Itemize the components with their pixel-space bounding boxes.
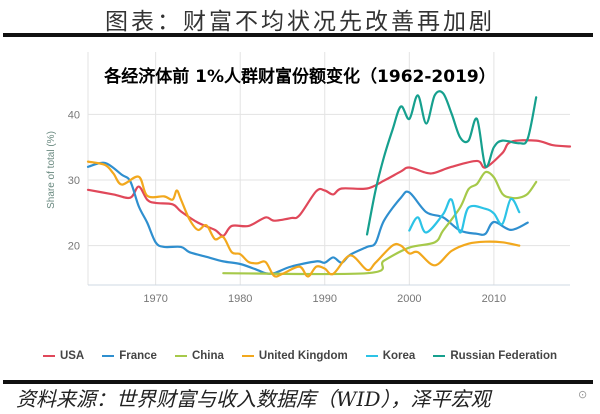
y-tick-label: 40: [68, 109, 80, 121]
legend-item-united-kingdom[interactable]: United Kingdom: [241, 350, 348, 362]
y-tick-label: 20: [68, 241, 80, 253]
series-line-china: [222, 170, 538, 276]
legend-label: France: [119, 350, 157, 362]
watermark: ⊙: [578, 388, 588, 401]
legend-swatch: [174, 355, 187, 357]
x-tick-label: 1970: [143, 293, 167, 305]
legend-item-korea[interactable]: Korea: [365, 350, 416, 362]
legend: USA France China United Kingdom Korea Russian…: [0, 350, 600, 362]
ticks: 1970 1980 1990 2000 2010 20 30 40: [68, 109, 506, 305]
page-title: 图表：财富不均状况先改善再加剧: [105, 9, 495, 35]
legend-item-russian-federation[interactable]: Russian Federation: [433, 350, 557, 362]
y-tick-label: 30: [68, 175, 80, 187]
series-line-usa: [86, 139, 572, 237]
legend-label: China: [191, 350, 224, 362]
x-tick-label: 2000: [397, 293, 421, 305]
series-line-united-kingdom: [86, 160, 521, 278]
x-tick-label: 1980: [228, 293, 252, 305]
legend-swatch: [102, 355, 115, 357]
series-lines: [86, 90, 572, 278]
legend-label: Russian Federation: [450, 350, 558, 362]
legend-item-france[interactable]: France: [102, 350, 157, 362]
legend-swatch: [365, 355, 378, 357]
legend-item-usa[interactable]: USA: [42, 350, 85, 362]
x-tick-label: 1990: [313, 293, 337, 305]
y-axis-label: Share of total (%): [46, 131, 57, 209]
legend-item-china[interactable]: China: [174, 350, 224, 362]
divider: [3, 380, 593, 384]
legend-label: United Kingdom: [258, 350, 348, 362]
chart-title: 各经济体前 1%人群财富份额变化（1962-2019）: [103, 66, 495, 87]
legend-swatch: [42, 355, 55, 357]
legend-label: Korea: [382, 350, 416, 362]
divider: [3, 33, 593, 37]
x-tick-label: 2010: [482, 293, 506, 305]
legend-label: USA: [59, 350, 85, 362]
source-note: 资料来源：世界财富与收入数据库（WID），泽平宏观: [16, 387, 491, 411]
series-line-russian-federation: [365, 90, 538, 236]
legend-swatch: [433, 355, 446, 357]
series-line-korea: [408, 197, 521, 234]
series-line-france: [86, 161, 529, 275]
grid: [87, 52, 570, 286]
legend-swatch: [241, 355, 254, 357]
